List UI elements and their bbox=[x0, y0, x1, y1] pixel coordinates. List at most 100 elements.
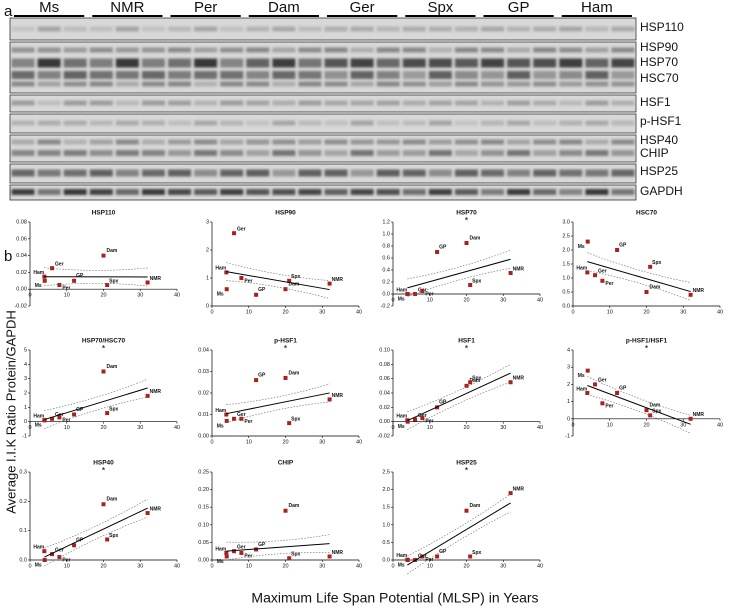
blot-band bbox=[454, 189, 478, 195]
blot-band bbox=[37, 100, 61, 106]
protein-label: p-HSF1 bbox=[640, 114, 682, 128]
data-point bbox=[644, 290, 649, 294]
data-point bbox=[435, 250, 440, 254]
point-label: Ger bbox=[418, 413, 427, 419]
blot-band bbox=[481, 189, 505, 195]
blot-band bbox=[585, 150, 609, 156]
blot-band bbox=[559, 150, 583, 156]
data-point bbox=[405, 557, 410, 562]
data-point bbox=[468, 554, 473, 559]
x-tick-label: 0 bbox=[28, 425, 31, 431]
data-point bbox=[283, 375, 288, 380]
protein-label: HSF1 bbox=[640, 95, 671, 109]
blot-band bbox=[350, 150, 374, 156]
x-tick-label: 10 bbox=[607, 422, 613, 428]
blot-band bbox=[298, 47, 322, 53]
y-tick-label: 0.04 bbox=[198, 347, 209, 353]
y-tick-label: 0.2 bbox=[382, 279, 390, 285]
blot-band bbox=[428, 71, 452, 79]
x-tick-label: 40 bbox=[174, 425, 180, 431]
y-tick-label: 0.5 bbox=[562, 289, 570, 295]
chart-title: HSP40 bbox=[93, 460, 114, 467]
blot-band bbox=[611, 58, 635, 68]
y-tick-label: 3 bbox=[24, 376, 27, 382]
blot-band bbox=[115, 189, 139, 195]
data-point bbox=[283, 508, 288, 513]
data-point bbox=[287, 556, 292, 561]
data-point bbox=[600, 278, 605, 283]
blot-band bbox=[246, 71, 270, 79]
point-label: NMR bbox=[150, 389, 162, 395]
point-label: GP bbox=[619, 385, 627, 391]
blot-band bbox=[141, 71, 165, 79]
point-label: Dam bbox=[470, 235, 481, 241]
confidence-band bbox=[44, 516, 148, 567]
x-tick-label: 20 bbox=[282, 563, 288, 569]
blot-band bbox=[402, 150, 426, 156]
blot-band bbox=[141, 139, 165, 145]
y-tick-label: 1 bbox=[206, 275, 209, 281]
data-point bbox=[232, 416, 237, 421]
data-point bbox=[101, 369, 106, 374]
data-point bbox=[105, 537, 110, 542]
blot-band bbox=[298, 58, 322, 68]
point-label: Ger bbox=[598, 378, 607, 384]
chart: HSP40*0.00.10.20.3010203040MsHamGerPerGP… bbox=[19, 460, 180, 570]
blot-band bbox=[533, 58, 557, 68]
x-tick-label: 20 bbox=[463, 297, 469, 303]
fit-line bbox=[44, 507, 148, 558]
blot-band bbox=[376, 169, 400, 177]
point-label: NMR bbox=[332, 277, 344, 283]
x-tick-label: 40 bbox=[537, 425, 543, 431]
x-tick-label: 30 bbox=[319, 563, 325, 569]
data-point bbox=[50, 552, 55, 557]
point-label: Dam bbox=[107, 248, 118, 254]
blot-band bbox=[533, 81, 557, 87]
x-tick-label: 0 bbox=[391, 563, 394, 569]
blot-strip bbox=[9, 41, 637, 94]
y-tick-label: 0 bbox=[206, 303, 209, 309]
point-label: Ham bbox=[215, 266, 226, 272]
blot-band bbox=[63, 139, 87, 145]
blot-band bbox=[37, 169, 61, 177]
chart-title: HSP110 bbox=[92, 210, 116, 217]
data-point bbox=[57, 283, 62, 287]
data-point bbox=[50, 266, 55, 271]
blot-band bbox=[141, 169, 165, 177]
blot-band bbox=[246, 58, 270, 68]
data-point bbox=[42, 278, 47, 283]
blot-band bbox=[141, 47, 165, 53]
blot-band bbox=[63, 58, 87, 68]
blot-band bbox=[611, 169, 635, 177]
blot-band bbox=[11, 71, 35, 79]
blot-band bbox=[194, 71, 218, 79]
x-tick-label: 30 bbox=[137, 293, 143, 299]
point-label: Per bbox=[425, 291, 433, 297]
blot-band bbox=[481, 71, 505, 79]
blot-band bbox=[168, 169, 192, 177]
blot-band bbox=[194, 120, 218, 126]
protein-label: HSC70 bbox=[640, 71, 679, 85]
point-label: Per bbox=[244, 553, 252, 559]
blot-band bbox=[611, 100, 635, 106]
blot-band bbox=[481, 139, 505, 145]
blot-band bbox=[454, 47, 478, 53]
x-tick-label: 40 bbox=[537, 563, 543, 569]
blot-band bbox=[376, 139, 400, 145]
blot-band bbox=[89, 71, 113, 79]
data-point bbox=[464, 508, 469, 513]
x-tick-label: 20 bbox=[282, 309, 288, 315]
blot-band bbox=[141, 189, 165, 195]
blot-band bbox=[559, 81, 583, 87]
point-label: Ms bbox=[35, 562, 42, 568]
data-point bbox=[232, 231, 237, 236]
blot-band bbox=[350, 189, 374, 195]
blot-band bbox=[194, 189, 218, 195]
blot-band bbox=[350, 47, 374, 53]
blot-band bbox=[11, 189, 35, 195]
blot-band bbox=[298, 81, 322, 87]
data-point bbox=[593, 273, 598, 278]
blot-band bbox=[507, 120, 531, 126]
point-label: Ham bbox=[33, 270, 44, 276]
